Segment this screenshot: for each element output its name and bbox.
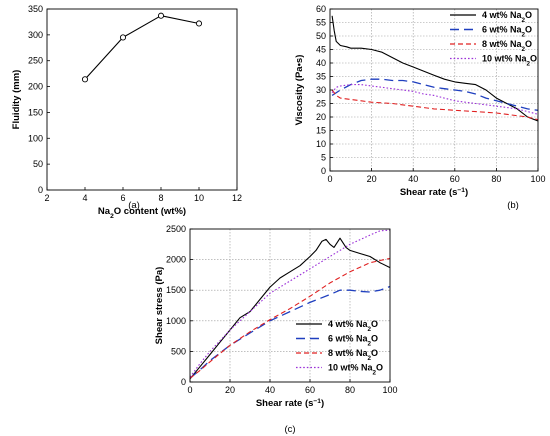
series-line-4 xyxy=(189,229,391,378)
series-line-4 xyxy=(331,84,539,115)
x-tick-label: 20 xyxy=(367,174,377,184)
legend-label-3: 8 wt% Na2O xyxy=(482,39,532,53)
y-tick-label: 35 xyxy=(316,72,326,82)
y-tick-label: 55 xyxy=(316,18,326,28)
legend-label-2: 6 wt% Na2O xyxy=(482,25,532,39)
y-tick-label: 0 xyxy=(181,377,186,387)
x-tick-label: 100 xyxy=(382,385,397,395)
chart-panel-b: 0 20 40 60 80 100 0 5 10 15 20 25 30 35 40 45 50 55 60 Shea… xyxy=(294,4,546,211)
y-tick-label: 50 xyxy=(316,31,326,41)
series-line-3 xyxy=(189,257,391,379)
y-axis-label: Viscosity (Pa•s) xyxy=(294,55,305,126)
x-axis-label: Na2O content (wt%) xyxy=(98,206,186,220)
y-tick-label: 1000 xyxy=(166,316,186,326)
x-tick-label: 60 xyxy=(305,385,315,395)
x-tick-label: 80 xyxy=(345,385,355,395)
y-axis-label: Fluidity (mm) xyxy=(11,70,22,130)
y-tick-label: 0 xyxy=(321,166,326,176)
y-tick-label: 45 xyxy=(316,45,326,55)
y-axis-label: Shear stress (Pa) xyxy=(154,267,165,345)
series-line-1 xyxy=(331,15,539,122)
x-tick-label: 40 xyxy=(408,174,418,184)
chart-panel-a: 2 4 6 8 10 12 0 50 100 150 200 250 300 350 Na2O conten… xyxy=(11,4,242,220)
x-tick-label: 100 xyxy=(530,174,545,184)
plot-frame xyxy=(46,8,238,191)
y-tick-label: 2500 xyxy=(166,224,186,234)
y-tick-label: 15 xyxy=(316,126,326,136)
x-tick-label: 80 xyxy=(491,174,501,184)
y-tick-label: 30 xyxy=(316,85,326,95)
y-tick-label: 40 xyxy=(316,58,326,68)
x-tick-label: 0 xyxy=(327,174,332,184)
data-point xyxy=(119,34,127,41)
y-tick-label: 0 xyxy=(38,185,43,195)
y-tick-label: 50 xyxy=(33,159,43,169)
series-line-2 xyxy=(189,285,391,379)
panel-label: (a) xyxy=(128,200,140,211)
series-line-1 xyxy=(84,15,200,80)
y-tick-label: 1500 xyxy=(166,285,186,295)
y-tick-label: 20 xyxy=(316,112,326,122)
legend-label-4: 10 wt% Na2O xyxy=(328,363,383,377)
y-tick-label: 25 xyxy=(316,99,326,109)
y-tick-label: 350 xyxy=(28,4,43,14)
x-axis-label: Shear rate (s−1) xyxy=(400,187,468,199)
legend-label-1: 4 wt% Na2O xyxy=(328,319,378,333)
series-line-2 xyxy=(331,78,539,111)
legend-label-1: 4 wt% Na2O xyxy=(482,10,532,24)
x-tick-label: 4 xyxy=(82,193,87,203)
y-tick-label: 150 xyxy=(28,107,43,117)
y-tick-label: 100 xyxy=(28,133,43,143)
y-tick-label: 200 xyxy=(28,82,43,92)
x-tick-label: 40 xyxy=(265,385,275,395)
x-tick-label: 8 xyxy=(158,193,163,203)
y-tick-label: 250 xyxy=(28,56,43,66)
y-tick-label: 5 xyxy=(321,153,326,163)
panel-label: (b) xyxy=(507,200,519,211)
x-tick-label: 60 xyxy=(450,174,460,184)
y-tick-label: 300 xyxy=(28,30,43,40)
data-point xyxy=(195,20,203,27)
series-line-3 xyxy=(331,89,539,121)
legend-label-3: 8 wt% Na2O xyxy=(328,348,378,362)
x-tick-label: 10 xyxy=(194,193,204,203)
plot-frame xyxy=(189,228,391,383)
y-tick-label: 60 xyxy=(316,4,326,14)
x-tick-label: 12 xyxy=(232,193,242,203)
panel-label: (c) xyxy=(284,424,295,435)
y-tick-label: 2000 xyxy=(166,255,186,265)
x-tick-label: 20 xyxy=(225,385,235,395)
x-tick-label: 2 xyxy=(44,193,49,203)
grid xyxy=(190,229,390,382)
x-tick-label: 0 xyxy=(187,385,192,395)
data-point xyxy=(157,12,165,19)
y-tick-label: 500 xyxy=(171,346,186,356)
legend-label-4: 10 wt% Na2O xyxy=(482,54,537,68)
data-point xyxy=(81,76,89,83)
x-axis-label: Shear rate (s−1) xyxy=(256,398,324,410)
x-tick-label: 6 xyxy=(120,193,125,203)
legend-label-2: 6 wt% Na2O xyxy=(328,334,378,348)
y-tick-label: 10 xyxy=(316,139,326,149)
